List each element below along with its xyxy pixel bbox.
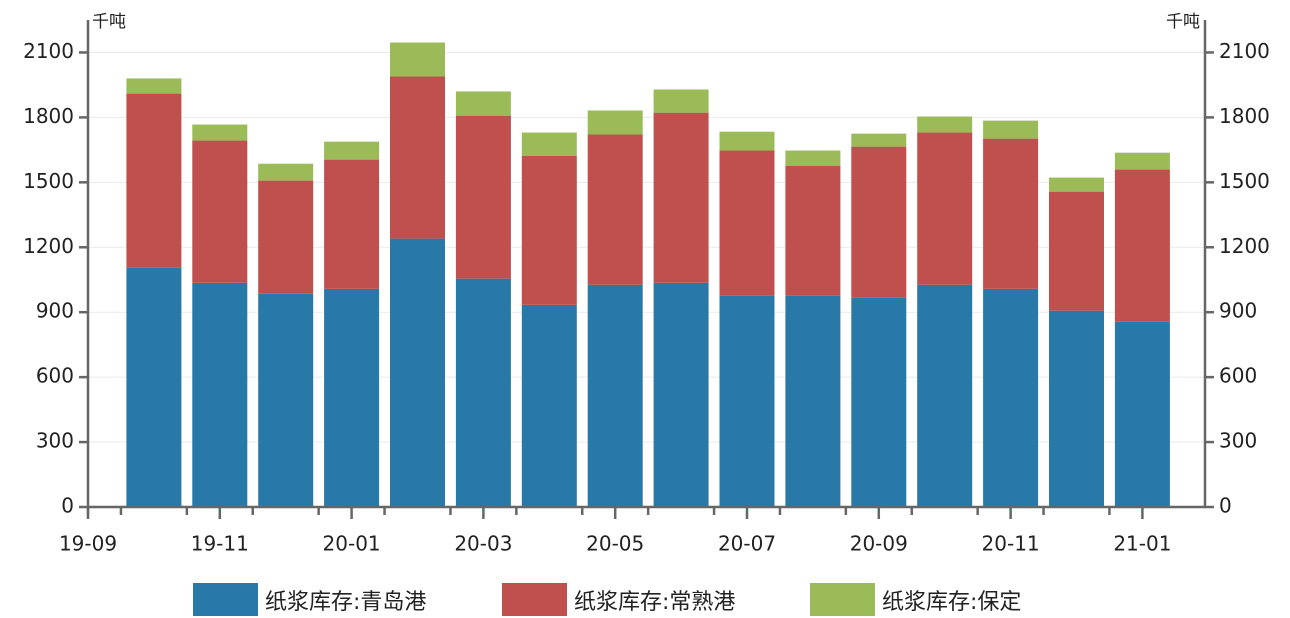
- bar-segment: [126, 93, 182, 268]
- y-tick-label: 1200: [23, 234, 74, 258]
- bar-segment: [192, 140, 248, 283]
- bar-segment: [851, 133, 907, 147]
- x-tick-label: 20-01: [323, 532, 381, 556]
- bar-segment: [653, 112, 709, 283]
- bar-segment: [324, 159, 380, 289]
- legend-swatch: [193, 583, 258, 616]
- bar-segment: [653, 282, 709, 507]
- x-tick-label: 20-11: [982, 532, 1040, 556]
- bar-segment: [521, 304, 577, 507]
- bar-segment: [785, 150, 841, 166]
- bar-segment: [324, 288, 380, 507]
- bar-segment: [983, 288, 1039, 507]
- bar-segment: [917, 116, 973, 133]
- y2-unit: 千吨: [1166, 12, 1200, 32]
- bar-segment: [390, 76, 445, 239]
- bar-segment: [126, 78, 182, 94]
- bar-segment: [851, 146, 907, 298]
- bar-segment: [258, 163, 314, 181]
- bar-segment: [719, 150, 775, 296]
- bar-segment: [587, 284, 643, 507]
- bar-segment: [258, 180, 314, 294]
- y2-tick-label: 1200: [1219, 234, 1270, 258]
- bar-segment: [1049, 177, 1104, 192]
- bar-segment: [587, 110, 643, 135]
- bar-segment: [587, 134, 643, 285]
- bar-segment: [983, 120, 1039, 139]
- y2-tick-label: 1500: [1219, 169, 1270, 193]
- bar-segment: [455, 115, 511, 279]
- bar-segment: [1049, 191, 1104, 311]
- y2-tick-label: 300: [1219, 429, 1257, 453]
- y-tick-label: 900: [36, 299, 74, 323]
- x-tick-label: 21-01: [1113, 532, 1171, 556]
- y-unit: 千吨: [92, 12, 126, 32]
- y2-tick-label: 900: [1219, 299, 1257, 323]
- bar-segment: [983, 138, 1039, 289]
- bar-segment: [455, 278, 511, 507]
- y-tick-label: 600: [36, 364, 74, 388]
- legend-label: 纸浆库存:常熟港: [574, 590, 735, 615]
- bar-segment: [785, 165, 841, 296]
- x-tick-label: 20-09: [850, 532, 908, 556]
- x-tick-label: 20-07: [718, 532, 776, 556]
- bar-segment: [1114, 321, 1170, 507]
- y-tick-label: 1800: [23, 104, 74, 128]
- bar-segment: [324, 141, 380, 160]
- y2-tick-label: 2100: [1219, 39, 1270, 63]
- y2-tick-label: 600: [1219, 364, 1257, 388]
- bar-segment: [1114, 152, 1170, 170]
- x-tick-label: 20-03: [454, 532, 512, 556]
- x-tick-label: 19-11: [191, 532, 249, 556]
- legend-swatch: [810, 583, 875, 616]
- y-tick-label: 1500: [23, 169, 74, 193]
- bar-segment: [192, 124, 248, 141]
- bar-segment: [719, 295, 775, 507]
- legend-label: 纸浆库存:青岛港: [265, 590, 426, 615]
- bar-segment: [719, 131, 775, 151]
- bar-segment: [455, 91, 511, 116]
- bar-segment: [521, 155, 577, 305]
- bar-segment: [917, 284, 973, 507]
- y-tick-label: 0: [61, 494, 74, 518]
- bar-segment: [653, 89, 709, 113]
- legend-label: 纸浆库存:保定: [882, 590, 1021, 615]
- y2-tick-label: 1800: [1219, 104, 1270, 128]
- bar-segment: [390, 42, 445, 77]
- bar-segment: [785, 295, 841, 507]
- x-tick-label: 19-09: [59, 532, 117, 556]
- bar-segment: [917, 132, 973, 285]
- y-tick-label: 300: [36, 429, 74, 453]
- bar-segment: [192, 282, 248, 507]
- y2-tick-label: 0: [1219, 494, 1232, 518]
- legend-swatch: [502, 583, 567, 616]
- y-tick-label: 2100: [23, 39, 74, 63]
- bar-segment: [390, 238, 445, 507]
- bar-segment: [258, 293, 314, 507]
- bar-segment: [851, 297, 907, 507]
- bar-segment: [1049, 310, 1104, 507]
- x-tick-label: 20-05: [586, 532, 644, 556]
- bar-segment: [521, 132, 577, 156]
- bar-segment: [126, 267, 182, 507]
- bar-segment: [1114, 169, 1170, 322]
